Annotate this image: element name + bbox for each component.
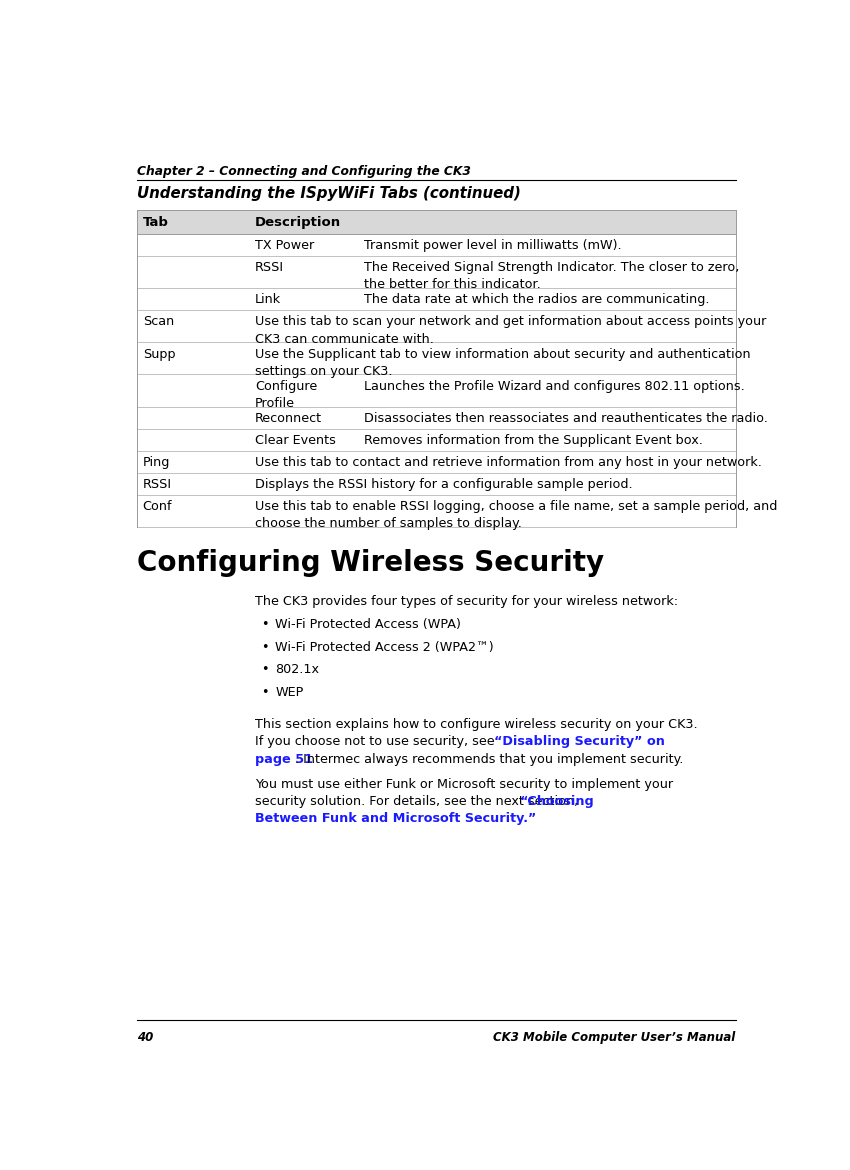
Text: Removes information from the Supplicant Event box.: Removes information from the Supplicant … — [365, 434, 703, 447]
Text: •: • — [261, 640, 269, 654]
Text: Use this tab to enable RSSI logging, choose a file name, set a sample period, an: Use this tab to enable RSSI logging, cho… — [255, 500, 778, 530]
Text: Use this tab to scan your network and get information about access points your
C: Use this tab to scan your network and ge… — [255, 315, 767, 345]
Text: “Disabling Security” on: “Disabling Security” on — [494, 735, 665, 749]
Text: Link: Link — [255, 294, 281, 307]
Text: Transmit power level in milliwatts (mW).: Transmit power level in milliwatts (mW). — [365, 239, 622, 252]
Text: Reconnect: Reconnect — [255, 412, 322, 425]
Text: RSSI: RSSI — [255, 261, 284, 274]
Text: Description: Description — [255, 215, 341, 229]
Text: The CK3 provides four types of security for your wireless network:: The CK3 provides four types of security … — [255, 594, 678, 607]
Text: Tab: Tab — [143, 215, 168, 229]
Text: The Received Signal Strength Indicator. The closer to zero,
the better for this : The Received Signal Strength Indicator. … — [365, 261, 740, 291]
Text: Disassociates then reassociates and reauthenticates the radio.: Disassociates then reassociates and reau… — [365, 412, 768, 425]
Text: TX Power: TX Power — [255, 239, 314, 252]
Text: Configure
Profile: Configure Profile — [255, 380, 317, 411]
Text: security solution. For details, see the next section,: security solution. For details, see the … — [255, 794, 582, 808]
Text: Displays the RSSI history for a configurable sample period.: Displays the RSSI history for a configur… — [255, 479, 632, 491]
Text: “Choosing: “Choosing — [520, 794, 595, 808]
Text: RSSI: RSSI — [143, 479, 172, 491]
Text: Ping: Ping — [143, 456, 170, 469]
Text: Scan: Scan — [143, 315, 174, 329]
Text: 802.1x: 802.1x — [275, 663, 320, 676]
Text: Supp: Supp — [143, 347, 175, 360]
Text: Conf: Conf — [143, 500, 173, 512]
Text: If you choose not to use security, see: If you choose not to use security, see — [255, 735, 499, 749]
Text: Between Funk and Microsoft Security.”: Between Funk and Microsoft Security.” — [255, 812, 536, 825]
Text: Chapter 2 – Connecting and Configuring the CK3: Chapter 2 – Connecting and Configuring t… — [137, 165, 471, 178]
Text: •: • — [261, 663, 269, 676]
Text: Configuring Wireless Security: Configuring Wireless Security — [137, 549, 604, 577]
Text: You must use either Funk or Microsoft security to implement your: You must use either Funk or Microsoft se… — [255, 778, 673, 791]
Text: Use the Supplicant tab to view information about security and authentication
set: Use the Supplicant tab to view informati… — [255, 347, 751, 378]
Text: Understanding the ISpyWiFi Tabs (continued): Understanding the ISpyWiFi Tabs (continu… — [137, 186, 521, 201]
Text: •: • — [261, 686, 269, 698]
Text: Wi-Fi Protected Access 2 (WPA2™): Wi-Fi Protected Access 2 (WPA2™) — [275, 640, 494, 654]
Text: . Intermec always recommends that you implement security.: . Intermec always recommends that you im… — [295, 752, 683, 765]
Text: Use this tab to contact and retrieve information from any host in your network.: Use this tab to contact and retrieve inf… — [255, 456, 762, 469]
Text: WEP: WEP — [275, 686, 303, 698]
Bar — [137, 211, 735, 234]
Text: 40: 40 — [137, 1031, 154, 1044]
Text: •: • — [261, 618, 269, 631]
Text: This section explains how to configure wireless security on your CK3.: This section explains how to configure w… — [255, 718, 698, 731]
Text: Clear Events: Clear Events — [255, 434, 336, 447]
Text: CK3 Mobile Computer User’s Manual: CK3 Mobile Computer User’s Manual — [493, 1031, 735, 1044]
Text: Launches the Profile Wizard and configures 802.11 options.: Launches the Profile Wizard and configur… — [365, 380, 745, 393]
Text: page 51: page 51 — [255, 752, 313, 765]
Text: The data rate at which the radios are communicating.: The data rate at which the radios are co… — [365, 294, 710, 307]
Text: Wi-Fi Protected Access (WPA): Wi-Fi Protected Access (WPA) — [275, 618, 461, 631]
